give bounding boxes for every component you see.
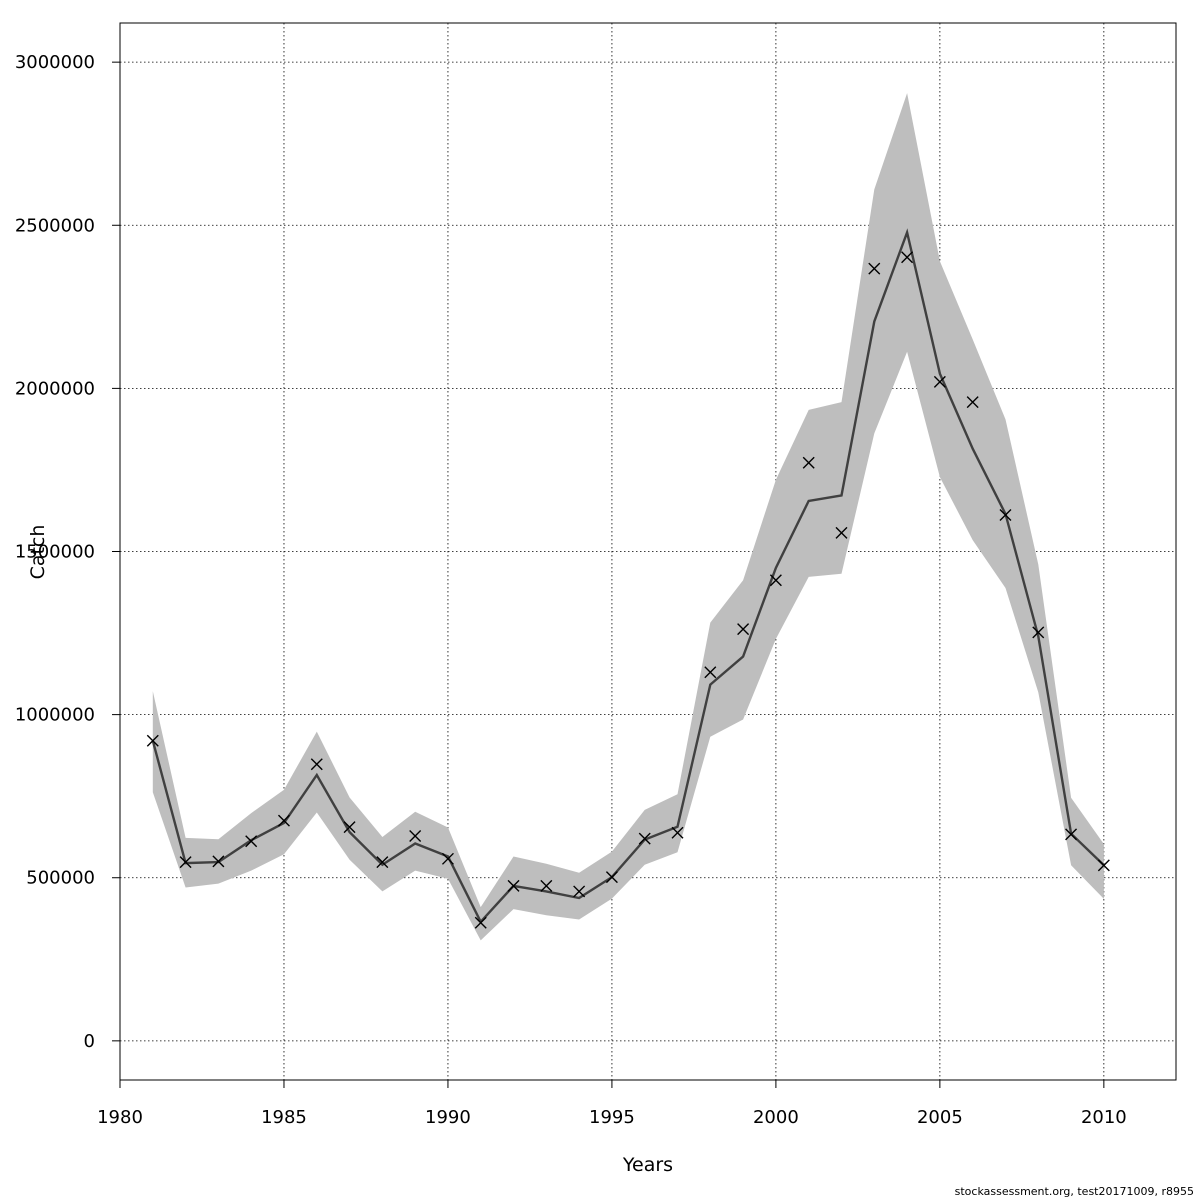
point-2004 xyxy=(901,251,914,264)
point-2002 xyxy=(835,526,848,539)
point-1994 xyxy=(573,885,586,898)
point-2001 xyxy=(802,456,815,469)
point-2005 xyxy=(933,375,946,388)
y-tick-label-0: 0 xyxy=(84,1031,95,1052)
y-axis-title: Catch xyxy=(27,525,49,580)
point-2006 xyxy=(966,396,979,409)
x-axis: 1980 1985 1990 1995 2000 2005 2010 xyxy=(97,1080,1127,1128)
y-tick-label-2: 1000000 xyxy=(15,705,95,726)
fitted-line xyxy=(151,228,1105,924)
confidence-band-area xyxy=(152,93,1104,941)
y-tick-label-6: 3000000 xyxy=(15,52,95,73)
point-2000 xyxy=(769,574,782,587)
point-1997 xyxy=(671,826,684,839)
point-1989 xyxy=(409,829,422,842)
point-1981 xyxy=(146,734,159,747)
y-tick-label-5: 2500000 xyxy=(15,215,95,236)
point-2010 xyxy=(1097,859,1110,872)
fitted-line-path xyxy=(151,228,1105,924)
x-tick-label-0: 1980 xyxy=(97,1107,143,1128)
x-tick-label-4: 2000 xyxy=(753,1107,799,1128)
footer-credit: stockassessment.org, test20171009, r8955 xyxy=(954,1185,1194,1198)
point-1982 xyxy=(179,856,192,869)
point-1998 xyxy=(704,666,717,679)
point-1986 xyxy=(310,758,323,771)
point-1993 xyxy=(540,879,553,892)
point-1984 xyxy=(245,835,258,848)
x-tick-label-1: 1985 xyxy=(261,1107,307,1128)
y-tick-label-1: 500000 xyxy=(26,868,95,889)
point-1985 xyxy=(277,814,290,827)
x-tick-label-3: 1995 xyxy=(589,1107,635,1128)
confidence-band xyxy=(152,93,1104,941)
point-1992 xyxy=(507,879,520,892)
y-tick-label-3: 1500000 xyxy=(15,542,95,563)
point-1995 xyxy=(605,871,618,884)
point-2003 xyxy=(868,262,881,275)
x-tick-label-2: 1990 xyxy=(425,1107,471,1128)
point-2008 xyxy=(1032,626,1045,639)
observation-points xyxy=(146,251,1110,929)
point-1990 xyxy=(441,852,454,865)
point-2009 xyxy=(1065,828,1078,841)
point-1987 xyxy=(343,821,356,834)
point-2007 xyxy=(999,508,1012,521)
x-tick-label-6: 2010 xyxy=(1081,1107,1127,1128)
point-1983 xyxy=(212,855,225,868)
point-1988 xyxy=(376,856,389,869)
point-1999 xyxy=(737,623,750,636)
x-axis-title: Years xyxy=(622,1154,673,1176)
point-1996 xyxy=(638,832,651,845)
point-1991 xyxy=(474,916,487,929)
x-tick-label-5: 2005 xyxy=(917,1107,963,1128)
y-tick-label-4: 2000000 xyxy=(15,378,95,399)
y-axis: 0 500000 1000000 1500000 2000000 2500000 30000… xyxy=(15,52,120,1052)
